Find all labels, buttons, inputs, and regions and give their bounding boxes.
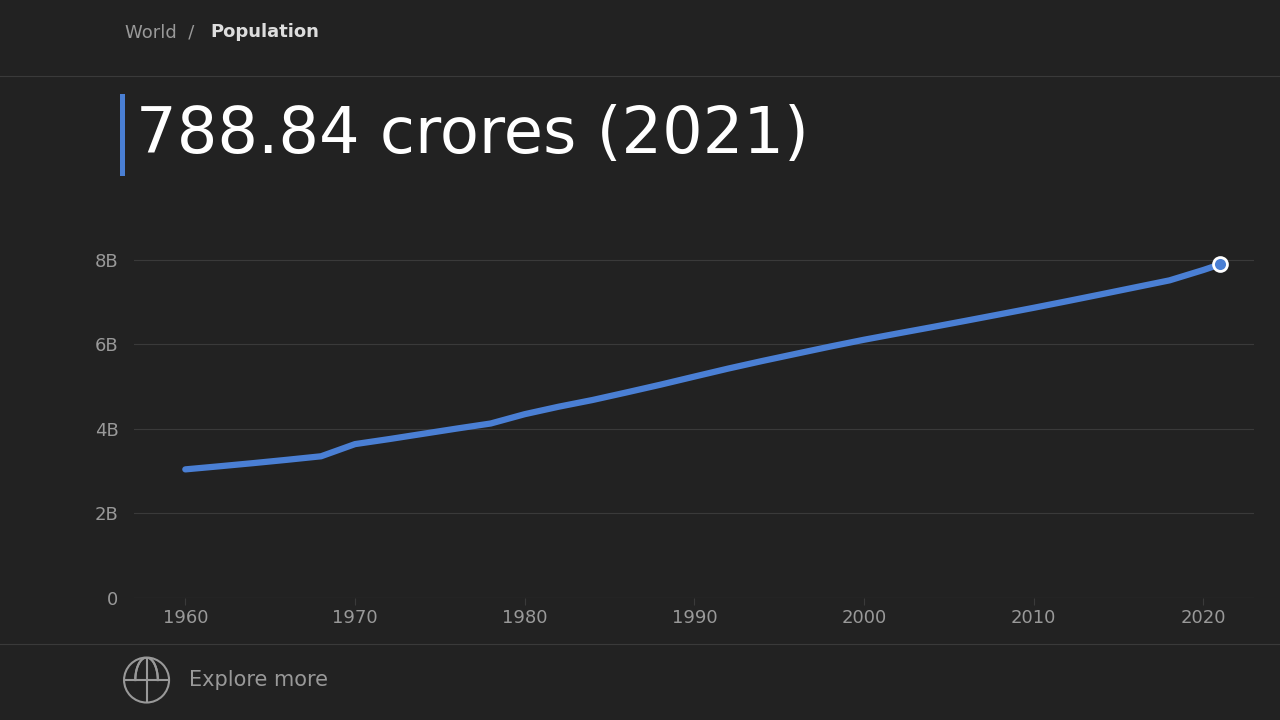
Text: Explore more: Explore more	[189, 670, 329, 690]
Text: World  /: World /	[125, 23, 206, 41]
Text: 788.84 crores (2021): 788.84 crores (2021)	[136, 104, 809, 166]
Text: Population: Population	[210, 23, 319, 41]
